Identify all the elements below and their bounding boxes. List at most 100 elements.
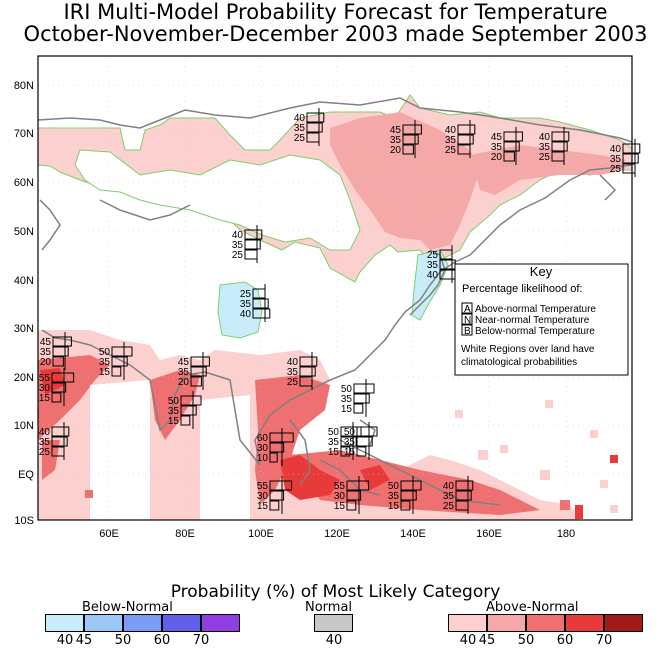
legend-above-swatch — [604, 614, 643, 632]
y-axis-labels: 80N 70N 60N 50N 40N 30N 20N 10N EQ 10S — [14, 80, 35, 527]
map-title-line1: IRI Multi-Model Probability Forecast for… — [63, 0, 608, 24]
forecast-probability: 40 — [240, 309, 252, 320]
forecast-probability: 55 — [39, 373, 51, 384]
forecast-probability: 35 — [328, 437, 340, 448]
key-subtitle: Percentage likelihood of: — [462, 283, 582, 295]
x-tick-label: 140E — [400, 528, 426, 540]
legend-below-swatch — [84, 614, 123, 632]
forecast-bar — [51, 372, 75, 383]
forecast-probability: 35 — [427, 260, 439, 271]
forecast-bar — [455, 480, 474, 491]
forecast-bar — [244, 239, 261, 250]
legend-above-swatch — [526, 614, 565, 632]
forecast-probability: 35 — [443, 491, 455, 502]
y-tick-label: EQ — [18, 469, 34, 481]
key-a-text: Above-normal Temperature — [475, 304, 596, 315]
forecast-bar — [356, 446, 367, 457]
x-tick-label: 80E — [175, 528, 195, 540]
forecast-bar — [340, 436, 357, 447]
y-tick-label: 10N — [14, 420, 34, 432]
forecast-probability: 40 — [610, 144, 622, 155]
forecast-probability: 50 — [344, 427, 356, 438]
forecast-bar — [180, 395, 202, 406]
forecast-probability: 20 — [40, 357, 52, 368]
forecast-probability: 35 — [287, 367, 299, 378]
legend-normal-swatch — [314, 614, 353, 632]
forecast-bar — [356, 436, 373, 447]
y-tick-label: 20N — [14, 372, 34, 384]
forecast-bar — [269, 452, 278, 463]
forecast-bar — [51, 426, 70, 437]
coastlines — [37, 97, 633, 506]
forecast-probability: 35 — [344, 437, 356, 448]
forecast-probability: 40 — [39, 427, 51, 438]
forecast-bar — [353, 383, 375, 394]
forecast-bar — [622, 153, 639, 164]
forecast-probability: 15 — [257, 501, 269, 512]
forecast-bar — [52, 346, 69, 357]
legend-above-swatch — [487, 614, 526, 632]
forecast-bar — [51, 382, 67, 393]
forecast-probability: 35 — [390, 135, 402, 146]
forecast-probability: 25 — [232, 250, 244, 261]
forecast-bar — [190, 356, 210, 367]
legend-normal-value: 40 — [325, 633, 343, 648]
forecast-probability: 15 — [39, 393, 51, 404]
forecast-probability: 50 — [328, 427, 340, 438]
forecast-probability: 50 — [168, 396, 180, 407]
legend-above-value: 50 — [517, 633, 535, 648]
x-tick-label: 120E — [324, 528, 350, 540]
forecast-bar — [356, 426, 378, 437]
x-tick-label: 100E — [248, 528, 274, 540]
forecast-bar — [503, 131, 523, 142]
forecast-probability: 25 — [39, 447, 51, 458]
x-tick-label: 60E — [99, 528, 119, 540]
forecast-bar — [180, 415, 191, 426]
forecast-bar — [353, 393, 370, 404]
legend-above-value: 60 — [556, 633, 574, 648]
forecast-probability: 25 — [539, 152, 551, 163]
forecast-bar — [51, 392, 62, 403]
forecast-probability: 40 — [445, 125, 457, 136]
forecast-bar — [190, 366, 207, 377]
forecast-probability: 30 — [39, 383, 51, 394]
legend-below-value: 60 — [153, 633, 171, 648]
forecast-probability: 35 — [445, 135, 457, 146]
forecast-bar — [402, 144, 414, 155]
forecast-bar — [190, 376, 202, 387]
forecast-probability: 30 — [334, 491, 346, 502]
forecast-bar — [252, 298, 269, 309]
forecast-probability: 55 — [257, 481, 269, 492]
forecast-probability: 25 — [443, 501, 455, 512]
forecast-probability: 15 — [334, 501, 346, 512]
forecast-probability: 15 — [168, 416, 180, 427]
forecast-probability: 15 — [328, 447, 340, 458]
forecast-bar — [400, 500, 411, 511]
forecast-bar — [503, 141, 520, 152]
legend-title: Probability (%) of Most Likely Category — [170, 582, 501, 602]
forecast-probability: 45 — [390, 125, 402, 136]
forecast-probability: 45 — [178, 357, 190, 368]
forecast-bar — [111, 346, 133, 357]
legend-above-label: Above-Normal — [486, 600, 579, 615]
y-tick-label: 30N — [14, 323, 34, 335]
forecast-probability: 35 — [388, 491, 400, 502]
scattered-cells — [85, 360, 618, 519]
forecast-probability: 35 — [168, 406, 180, 417]
forecast-probability: 25 — [445, 145, 457, 156]
forecast-probability: 15 — [344, 447, 356, 458]
forecast-probability: 35 — [39, 437, 51, 448]
climatological-region-inland — [40, 149, 361, 340]
key-a-letter: A — [464, 304, 471, 315]
legend-below-swatch — [162, 614, 201, 632]
